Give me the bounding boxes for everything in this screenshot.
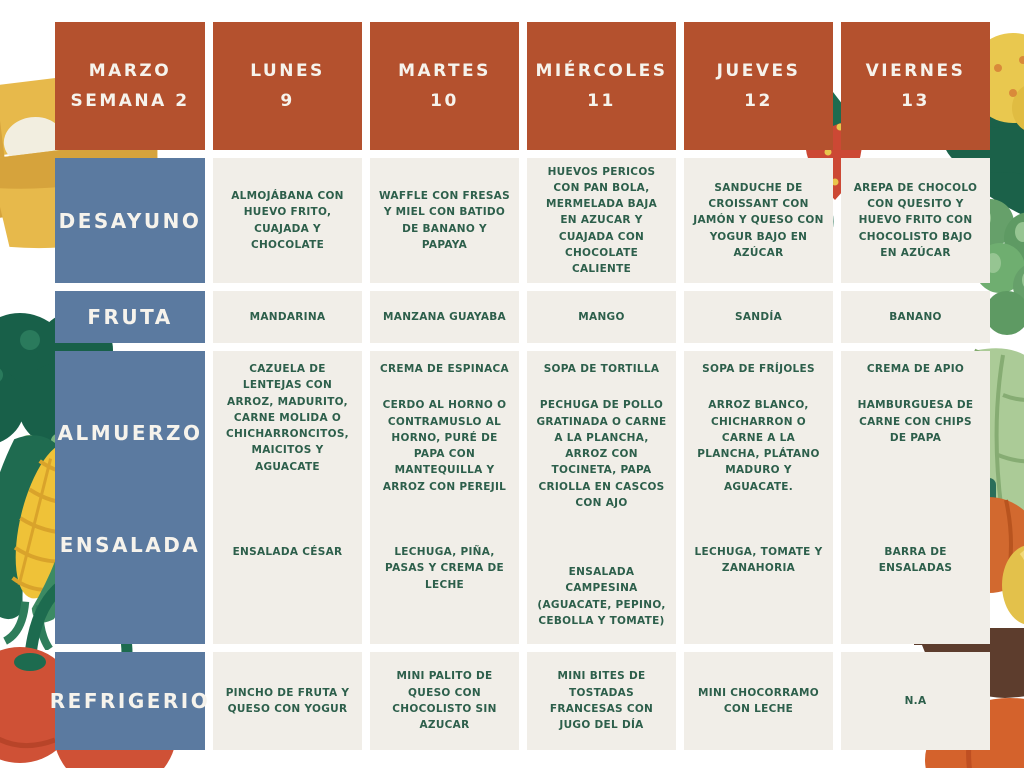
desayuno-viernes-cell: AREPA DE CHOCOLO CON QUESITO Y HUEVO FRI… <box>841 158 990 283</box>
day-header-jueves: JUEVES 12 <box>684 22 833 150</box>
almuerzo-lunes-cell: CAZUELA DE LENTEJAS CON ARROZ, MADURITO,… <box>213 351 362 644</box>
main-dish-text: HAMBURGUESA DE CARNE CON CHIPS DE PAPA <box>857 399 974 444</box>
almuerzo-miercoles-cell: SOPA DE TORTILLA PECHUGA DE POLLO GRATIN… <box>527 351 676 644</box>
refrigerio-martes-cell: MINI PALITO DE QUESO CON CHOCOLISTO SIN … <box>370 652 519 750</box>
day-header-viernes: VIERNES 13 <box>841 22 990 150</box>
main-dish-text: ARROZ BLANCO, CHICHARRON O CARNE A LA PL… <box>697 399 820 493</box>
fruta-miercoles-cell: MANGO <box>527 291 676 343</box>
salad-text: ENSALADA CAMPESINA (AGUACATE, PEPINO, CE… <box>537 566 666 627</box>
row-label-fruta: FRUTA <box>55 291 205 343</box>
salad-text: ENSALADA CÉSAR <box>232 546 343 558</box>
day-header-martes: MARTES 10 <box>370 22 519 150</box>
fruta-viernes-cell: BANANO <box>841 291 990 343</box>
refrigerio-viernes-cell: N.A <box>841 652 990 750</box>
weekly-menu-table: MARZO SEMANA 2 LUNES 9 MARTES 10 MIÉRCOL… <box>50 22 990 750</box>
soup-text: CREMA DE ESPINACA <box>380 363 509 375</box>
salad-text: LECHUGA, PIÑA, PASAS Y CREMA DE LECHE <box>385 546 504 591</box>
week-label: SEMANA 2 <box>70 91 190 111</box>
almuerzo-viernes-cell: CREMA DE APIO HAMBURGUESA DE CARNE CON C… <box>841 351 990 644</box>
day-header-lunes: LUNES 9 <box>213 22 362 150</box>
refrigerio-jueves-cell: MINI CHOCORRAMO CON LECHE <box>684 652 833 750</box>
desayuno-jueves-cell: SANDUCHE DE CROISSANT CON JAMÓN Y QUESO … <box>684 158 833 283</box>
fruta-jueves-cell: SANDÍA <box>684 291 833 343</box>
main-dish-text: PECHUGA DE POLLO GRATINADA O CARNE A LA … <box>536 399 667 509</box>
main-dish-text: CERDO AL HORNO O CONTRAMUSLO AL HORNO, P… <box>382 399 507 493</box>
fruta-lunes-cell: MANDARINA <box>213 291 362 343</box>
salad-text: LECHUGA, TOMATE Y ZANAHORIA <box>694 546 823 575</box>
desayuno-martes-cell: WAFFLE CON FRESAS Y MIEL CON BATIDO DE B… <box>370 158 519 283</box>
month-week-header: MARZO SEMANA 2 <box>55 22 205 150</box>
fruta-martes-cell: MANZANA GUAYABA <box>370 291 519 343</box>
ensalada-label: ENSALADA <box>59 533 201 557</box>
desayuno-lunes-cell: ALMOJÁBANA CON HUEVO FRITO, CUAJADA Y CH… <box>213 158 362 283</box>
almuerzo-jueves-cell: SOPA DE FRÍJOLES ARROZ BLANCO, CHICHARRO… <box>684 351 833 644</box>
soup-text: SOPA DE FRÍJOLES <box>702 363 815 375</box>
soup-text: SOPA DE TORTILLA <box>543 363 660 375</box>
salad-text: BARRA DE ENSALADAS <box>878 546 953 575</box>
almuerzo-label: ALMUERZO <box>57 421 203 445</box>
refrigerio-miercoles-cell: MINI BITES DE TOSTADAS FRANCESAS CON JUG… <box>527 652 676 750</box>
almuerzo-martes-cell: CREMA DE ESPINACA CERDO AL HORNO O CONTR… <box>370 351 519 644</box>
desayuno-miercoles-cell: HUEVOS PERICOS CON PAN BOLA, MERMELADA B… <box>527 158 676 283</box>
soup-text: CREMA DE APIO <box>866 363 965 375</box>
row-label-almuerzo-ensalada: ALMUERZO ENSALADA <box>55 351 205 644</box>
month-label: MARZO <box>88 61 172 81</box>
row-label-desayuno: DESAYUNO <box>55 158 205 283</box>
row-label-refrigerio: REFRIGERIO <box>50 652 208 750</box>
refrigerio-lunes-cell: PINCHO DE FRUTA Y QUESO CON YOGUR <box>213 652 362 750</box>
day-header-miercoles: MIÉRCOLES 11 <box>527 22 676 150</box>
main-dish-text: CAZUELA DE LENTEJAS CON ARROZ, MADURITO,… <box>226 363 349 473</box>
